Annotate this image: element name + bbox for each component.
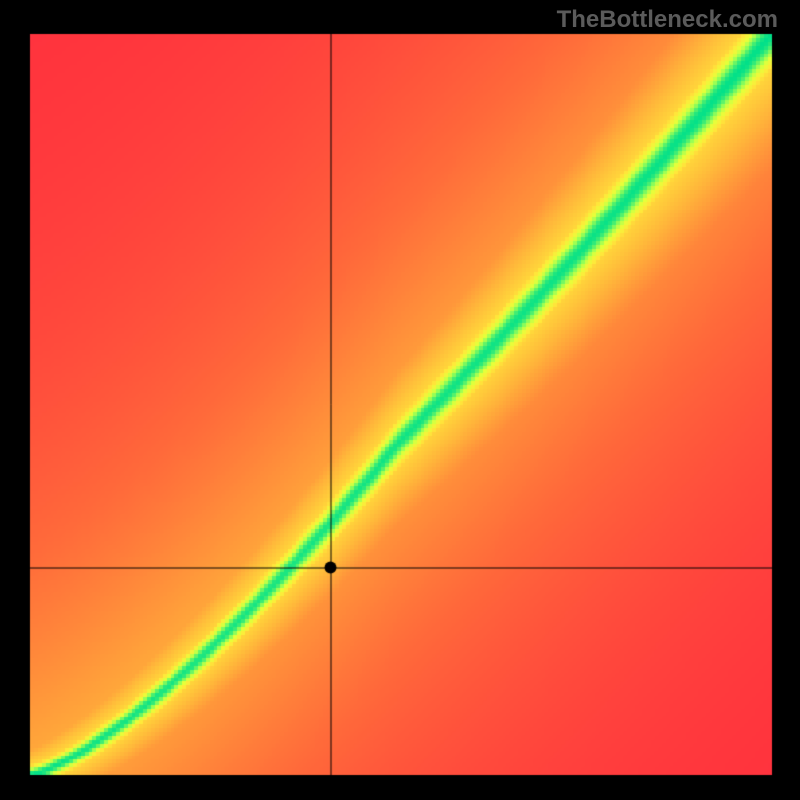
- watermark-text: TheBottleneck.com: [557, 6, 778, 34]
- bottleneck-heatmap: [0, 0, 800, 800]
- figure-container: TheBottleneck.com: [0, 0, 800, 800]
